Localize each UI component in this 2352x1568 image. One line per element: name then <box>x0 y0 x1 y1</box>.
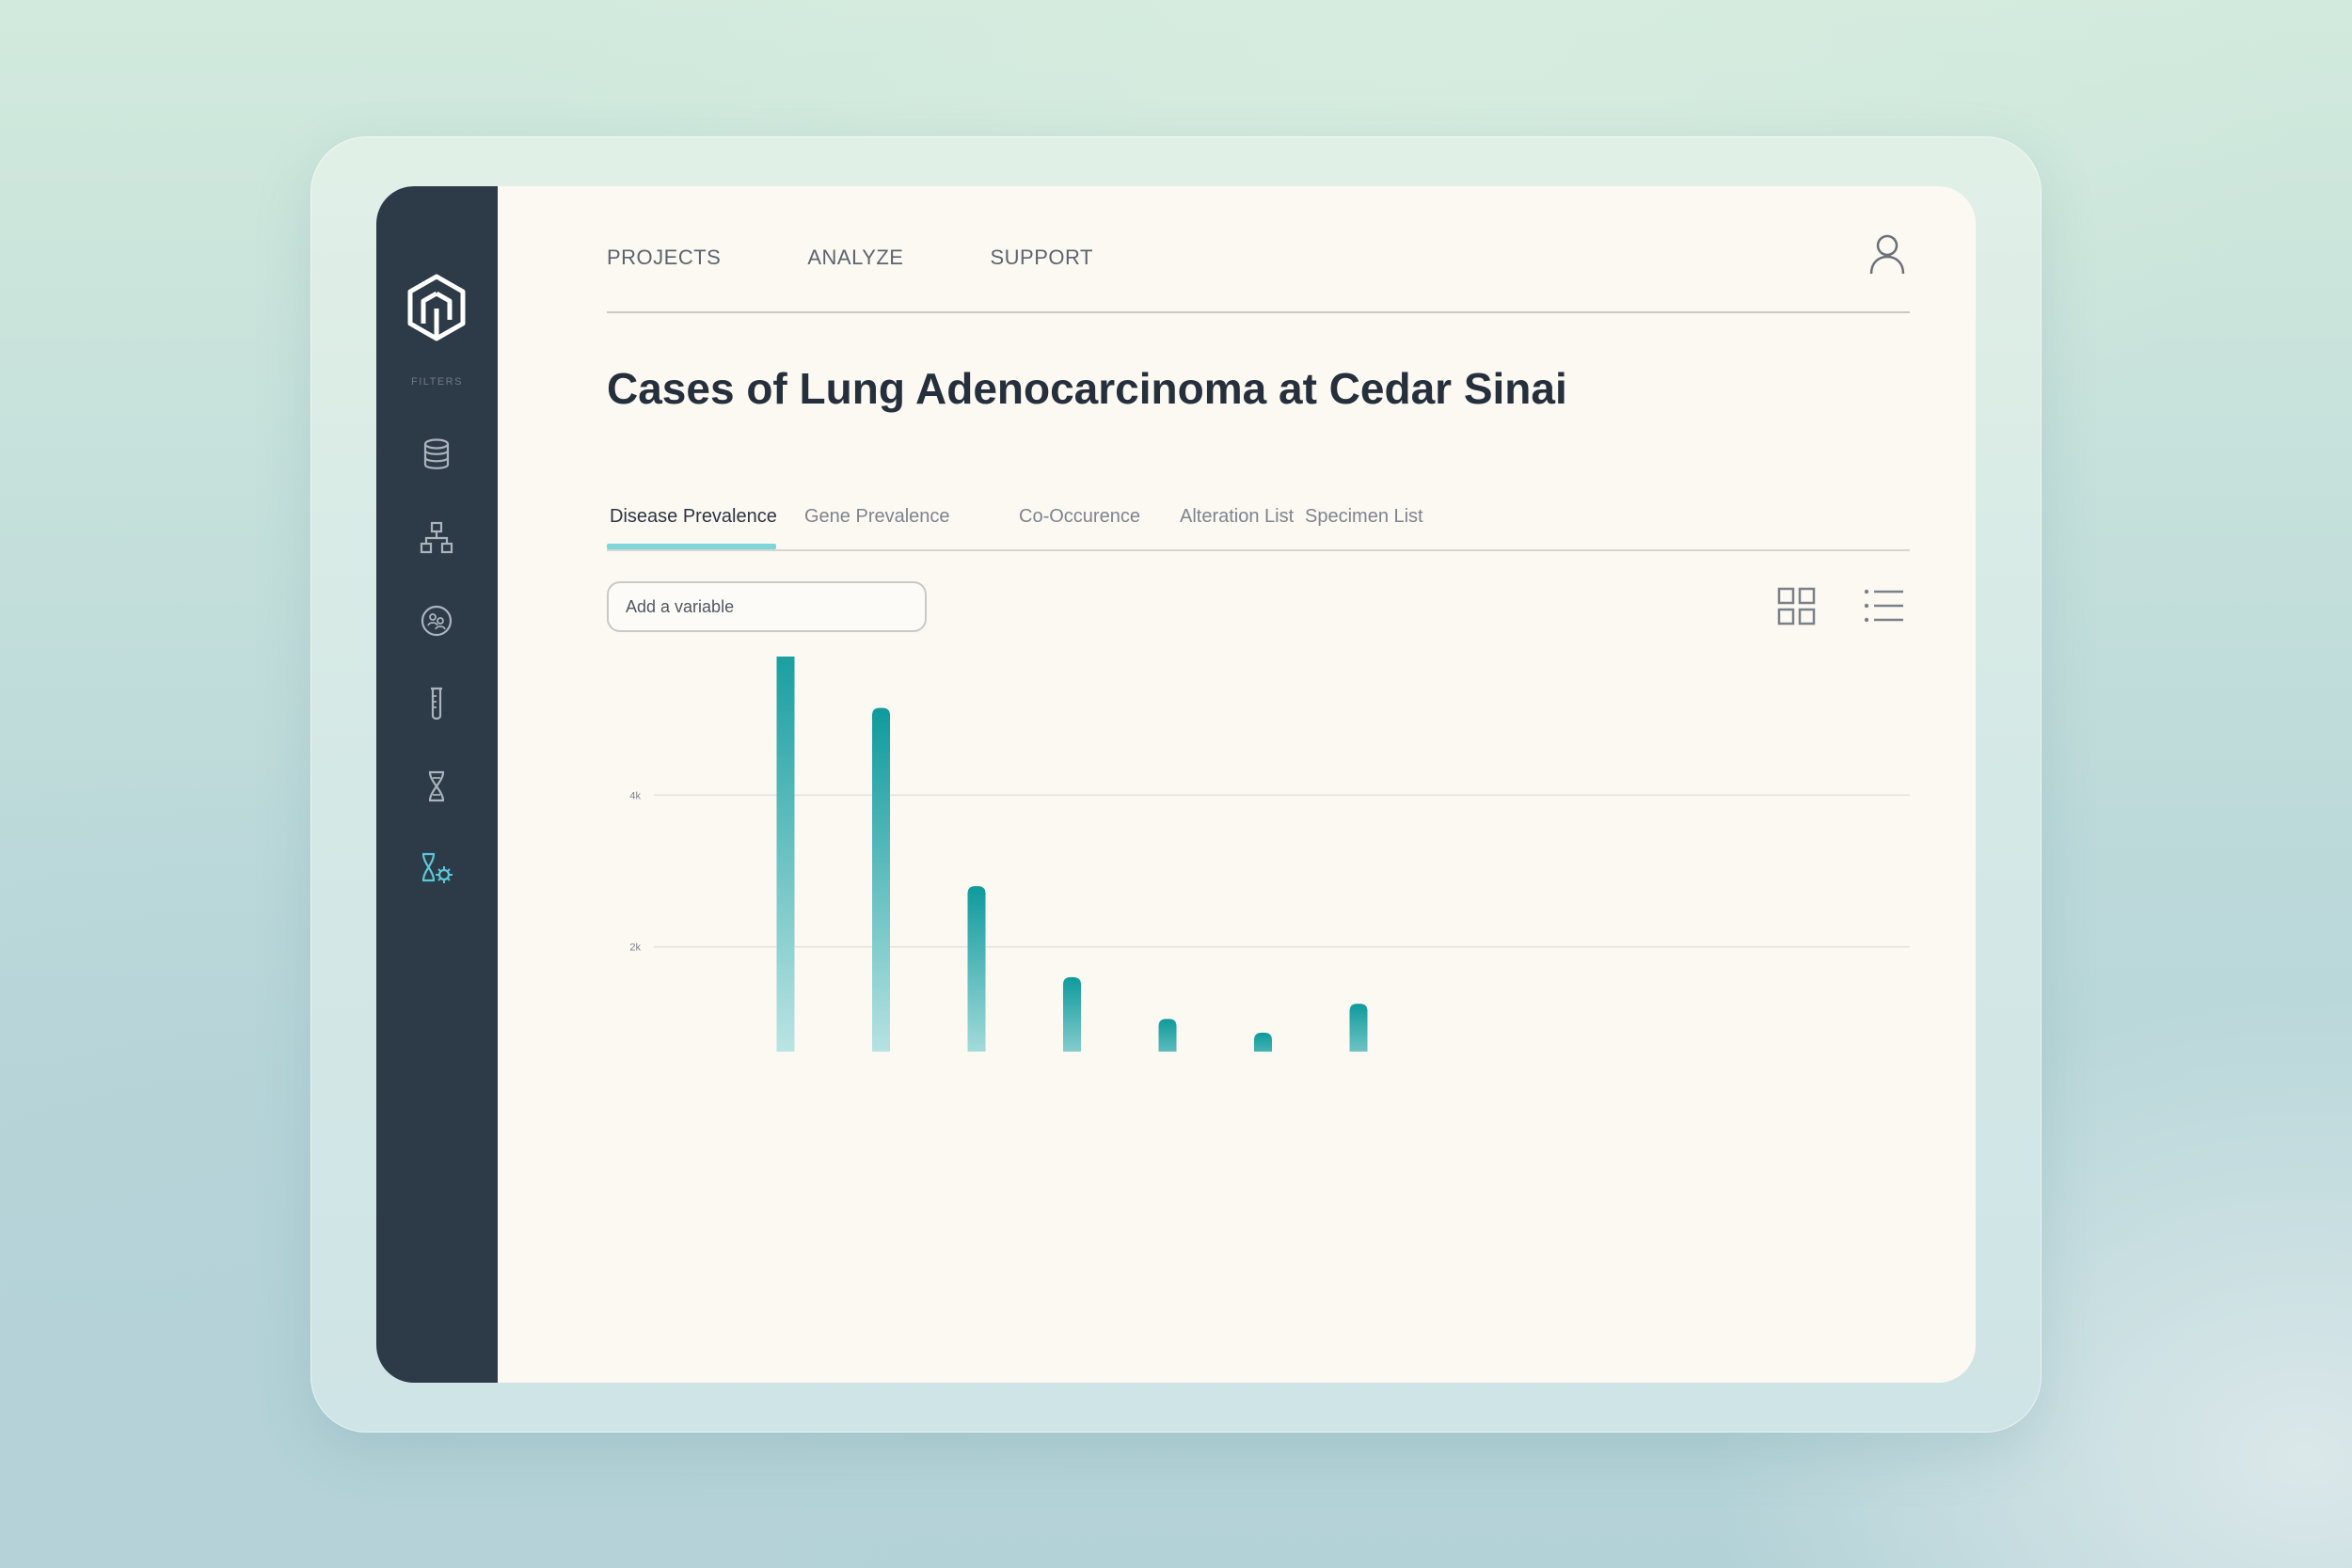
nav-support[interactable]: SUPPORT <box>990 245 1093 269</box>
hierarchy-icon[interactable] <box>418 519 455 557</box>
database-icon[interactable] <box>418 436 455 473</box>
chart-bar[interactable] <box>872 707 890 1052</box>
user-icon[interactable] <box>1866 232 1909 276</box>
main-content: PROJECTS ANALYZE SUPPORT Cases of Lung A… <box>498 186 1976 1383</box>
add-variable-input[interactable] <box>607 581 927 632</box>
dna-settings-icon[interactable] <box>418 850 455 888</box>
filters-label: FILTERS <box>411 376 463 388</box>
active-tab-indicator <box>607 544 776 549</box>
nav-projects[interactable]: PROJECTS <box>607 245 722 269</box>
disease-prevalence-chart: 02k4k6kLung adnocarcinomaDisease NameDis… <box>629 657 1910 1052</box>
header-divider <box>607 311 1910 313</box>
chart-bar[interactable] <box>1158 1019 1177 1052</box>
test-tube-icon[interactable] <box>418 685 455 722</box>
grid-view-icon[interactable] <box>1775 585 1819 628</box>
y-tick-label: 4k <box>629 790 641 801</box>
tab-alteration-list[interactable]: Alteration List <box>1180 506 1295 527</box>
chart-bar[interactable] <box>1254 1032 1272 1052</box>
chart-bar[interactable] <box>1063 976 1081 1052</box>
list-view-icon[interactable] <box>1862 585 1905 628</box>
people-icon[interactable] <box>418 602 455 640</box>
page-title: Cases of Lung Adenocarcinoma at Cedar Si… <box>607 364 1567 413</box>
app-screen: FILTERS <box>376 186 1976 1383</box>
tab-bar: Disease Prevalence Gene Prevalence Co-Oc… <box>607 506 1910 551</box>
tab-co-occurence[interactable]: Co-Occurence <box>1019 506 1140 527</box>
y-tick-label: 2k <box>629 942 641 954</box>
tab-disease-prevalence[interactable]: Disease Prevalence <box>610 506 777 527</box>
chart-bar[interactable] <box>776 657 795 1052</box>
tab-specimen-list[interactable]: Specimen List <box>1305 506 1423 527</box>
tab-gene-prevalence[interactable]: Gene Prevalence <box>804 506 950 527</box>
sidebar: FILTERS <box>376 186 498 1383</box>
nav-analyze[interactable]: ANALYZE <box>807 245 904 269</box>
dna-icon[interactable] <box>418 768 455 805</box>
app-logo-icon[interactable] <box>404 273 469 342</box>
top-nav: PROJECTS ANALYZE SUPPORT <box>607 245 1093 270</box>
chart-bar[interactable] <box>967 886 986 1052</box>
chart-bar[interactable] <box>1349 1004 1368 1052</box>
